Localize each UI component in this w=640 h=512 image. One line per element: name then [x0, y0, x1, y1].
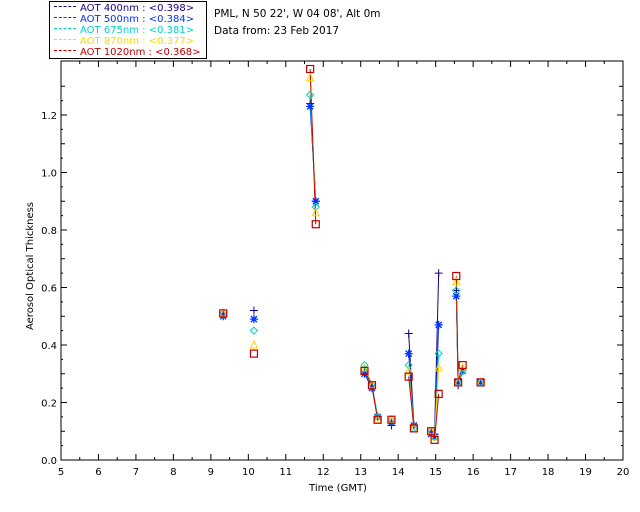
legend-label: AOT 500nm : <0.384> — [80, 14, 195, 25]
data-point-diamond — [311, 202, 320, 212]
data-point-triangle — [458, 362, 467, 372]
x-tick-label: 20 — [617, 467, 630, 478]
data-point-star — [404, 349, 413, 358]
plot-frame — [60, 60, 624, 461]
x-tick-label: 13 — [354, 467, 367, 478]
data-point-diamond — [452, 286, 461, 295]
x-tick-label: 15 — [429, 467, 442, 478]
data-point-square — [427, 427, 436, 436]
legend-swatch — [54, 16, 76, 18]
x-tick-label: 17 — [504, 467, 517, 478]
data-point-triangle — [305, 72, 315, 82]
legend-item-870nm: AOT 870nm : <0.377> — [54, 36, 194, 47]
data-point-square — [387, 415, 396, 424]
data-point-square — [409, 424, 419, 433]
station-info: PML, N 50 22', W 04 08', Alt 0m — [214, 8, 381, 20]
x-tick-label: 19 — [579, 467, 592, 478]
data-point-star — [306, 102, 315, 111]
x-tick-label: 6 — [95, 467, 101, 478]
data-point-triangle — [404, 365, 414, 375]
data-point-diamond — [360, 360, 369, 370]
y-tick-label: 0.2 — [41, 399, 57, 410]
data-point-diamond — [249, 326, 259, 335]
data-point-square — [219, 309, 228, 318]
data-point-star — [373, 412, 382, 421]
data-point-square — [373, 415, 382, 424]
chart-axes: 5 6 7 8 9 10 11 12 13 14 15 16 17 18 19 20 0.0 0.2 0.4 0.6 0… — [41, 60, 630, 478]
y-tick-label: 0.8 — [41, 226, 57, 237]
data-point-star — [360, 369, 369, 378]
data-point-square — [452, 271, 461, 281]
date-info: Data from: 23 Feb 2017 — [214, 25, 340, 37]
data-point-triangle — [451, 276, 461, 286]
data-point-triangle — [249, 339, 259, 349]
data-point-diamond — [434, 349, 443, 358]
y-tick-label: 1.2 — [41, 111, 57, 122]
data-point-star — [311, 197, 320, 206]
legend-label: AOT 400nm : <0.398> — [80, 3, 195, 14]
data-point-star — [249, 315, 258, 324]
data-point-square — [430, 435, 439, 444]
x-tick-label: 10 — [242, 467, 255, 478]
data-point-square — [434, 389, 443, 398]
data-point-square — [360, 366, 369, 375]
x-tick-label: 16 — [467, 467, 480, 478]
data-point-square — [249, 349, 259, 358]
data-point-plus — [249, 306, 258, 315]
data-point-star — [452, 292, 461, 301]
y-tick-label: 0.6 — [41, 284, 57, 295]
legend: AOT 400nm : <0.398> AOT 500nm : <0.384> … — [49, 1, 207, 59]
data-point-star — [434, 320, 443, 329]
data-point-plus — [434, 269, 443, 278]
legend-item-675nm: AOT 675nm : <0.381> — [54, 25, 194, 36]
legend-item-500nm: AOT 500nm : <0.384> — [54, 14, 194, 25]
x-tick-label: 8 — [170, 467, 176, 478]
x-tick-label: 9 — [208, 467, 214, 478]
legend-item-1020nm: AOT 1020nm : <0.368> — [54, 47, 200, 58]
data-point-star — [430, 433, 439, 441]
data-point-square — [404, 372, 413, 381]
x-axis-label: Time (GMT) — [308, 483, 367, 494]
data-point-square — [458, 361, 467, 370]
data-point-square — [454, 378, 463, 387]
data-point-diamond — [305, 90, 315, 100]
data-point-plus — [404, 329, 413, 338]
series-line-4 — [309, 68, 317, 225]
data-point-square — [476, 378, 485, 387]
legend-item-400nm: AOT 400nm : <0.398> — [54, 3, 194, 14]
series-lines — [309, 68, 464, 441]
data-point-square — [367, 381, 377, 390]
legend-swatch — [54, 38, 76, 40]
x-tick-label: 7 — [133, 467, 139, 478]
legend-label: AOT 870nm : <0.377> — [80, 36, 195, 47]
legend-swatch — [54, 49, 76, 51]
data-point-square — [306, 64, 315, 74]
x-tick-label: 12 — [317, 467, 330, 478]
x-tick-label: 5 — [58, 467, 64, 478]
data-point-star — [476, 378, 485, 387]
legend-swatch — [54, 27, 76, 29]
x-tick-label: 14 — [392, 467, 405, 478]
legend-label: AOT 675nm : <0.381> — [80, 25, 195, 36]
legend-label: AOT 1020nm : <0.368> — [80, 47, 201, 58]
series-markers — [218, 64, 485, 444]
y-tick-label: 0.4 — [41, 341, 57, 352]
y-axis-label: Aerosol Optical Thickness — [25, 202, 36, 330]
legend-swatch — [54, 5, 76, 7]
x-tick-label: 11 — [279, 467, 292, 478]
data-point-diamond — [404, 360, 413, 370]
data-point-triangle — [311, 207, 321, 217]
y-tick-label: 1.0 — [41, 169, 57, 180]
data-point-star — [454, 378, 463, 387]
series-line-4 — [408, 376, 415, 429]
y-tick-label: 0.0 — [41, 456, 57, 467]
x-tick-label: 18 — [542, 467, 555, 478]
data-point-triangle — [434, 362, 443, 372]
data-point-square — [311, 220, 320, 229]
